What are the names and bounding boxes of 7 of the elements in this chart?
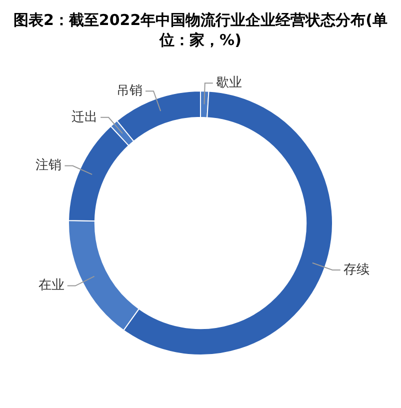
- slice-label: 迁出: [72, 110, 98, 125]
- slice-label: 吊销: [116, 84, 142, 99]
- chart-title: 图表2：截至2022年中国物流行业企业经营状态分布(单位：家，%): [12, 10, 389, 51]
- slice-label: 注销: [36, 158, 62, 174]
- slice-label: 存续: [343, 262, 370, 278]
- slice-label: 歇业: [216, 75, 242, 90]
- slice-label: 在业: [38, 278, 64, 294]
